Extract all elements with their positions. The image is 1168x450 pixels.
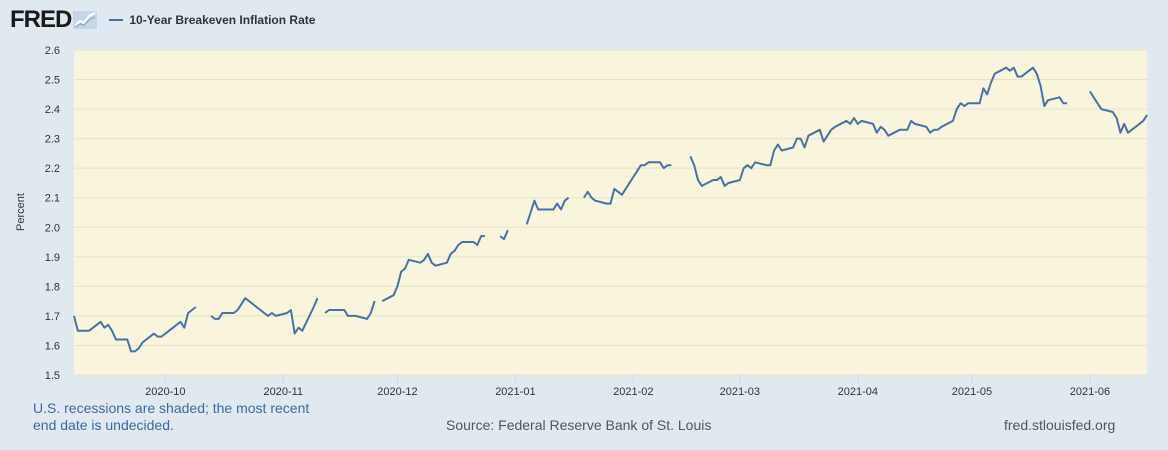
x-axis-ticks: 2020-10 2020-11 2020-12 2021-01 2021-02 2021-… [145,375,1110,398]
legend-label: 10-Year Breakeven Inflation Rate [129,13,316,27]
x-tick-label: 2020-10 [145,386,185,398]
y-tick-label: 1.6 [45,340,60,352]
fred-logo-graph-icon [73,11,98,29]
y-tick-label: 1.5 [45,370,60,382]
y-tick-label: 2.6 [45,45,60,57]
x-tick-label: 2021-04 [838,386,878,398]
x-tick-label: 2021-01 [495,386,535,398]
series-segment[interactable] [210,297,319,335]
fred-logo[interactable]: FRED [10,6,98,34]
y-tick-label: 2.2 [45,163,60,175]
legend[interactable]: 10-Year Breakeven Inflation Rate [109,13,315,27]
series-line [73,66,1148,353]
y-tick-label: 2.4 [45,104,60,116]
y-tick-label: 1.9 [45,252,60,264]
recession-note: U.S. recessions are shaded; the most rec… [33,400,310,433]
series-segment[interactable] [689,66,1068,187]
source-credit: Source: Federal Reserve Bank of St. Loui… [446,417,712,433]
y-tick-label: 2.3 [45,134,60,146]
x-tick-label: 2021-02 [613,386,653,398]
y-axis-ticks: 1.5 1.6 1.7 1.8 1.9 2.0 2.1 2.2 2.3 2.4 2.5 2.6 [45,45,60,382]
series-segment[interactable] [1089,90,1148,134]
x-tick-label: 2020-12 [377,386,417,398]
x-tick-label: 2021-05 [952,386,992,398]
y-tick-label: 2.5 [45,75,60,87]
y-tick-label: 2.1 [45,193,60,205]
gridlines [74,49,1147,376]
chart-header: FRED 10-Year Breakeven Inflation Rate [10,6,315,34]
series-segment[interactable] [583,161,672,205]
fred-logo-text: FRED [10,6,72,33]
plot-area [74,50,1147,375]
x-tick-label: 2021-06 [1070,386,1110,398]
series-segment[interactable] [73,306,197,353]
series-segment[interactable] [381,235,485,302]
y-axis-label: Percent [15,193,27,231]
y-tick-label: 2.0 [45,222,60,234]
x-tick-label: 2020-11 [263,386,303,398]
fred-url-link[interactable]: fred.stlouisfed.org [1004,417,1116,433]
series-segment[interactable] [324,300,376,320]
y-tick-label: 1.7 [45,311,60,323]
legend-swatch [109,19,124,21]
series-segment[interactable] [525,196,570,225]
series-segment[interactable] [499,229,509,241]
y-tick-label: 1.8 [45,281,60,293]
x-tick-label: 2021-03 [720,386,760,398]
